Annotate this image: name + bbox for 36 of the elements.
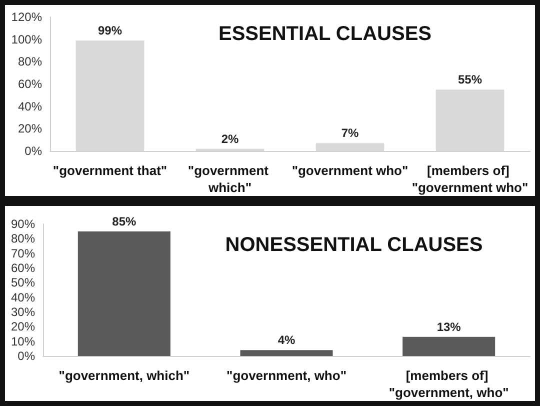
y-tick-label: 60% [18, 77, 42, 91]
y-tick-label: 80% [10, 232, 36, 246]
data-label: 99% [98, 23, 122, 38]
data-label: 2% [221, 132, 239, 146]
bar [402, 336, 496, 356]
bar [240, 350, 333, 356]
x-tick-label: [members of] "government, who" [388, 368, 509, 400]
y-tick-label: 10% [10, 334, 36, 348]
y-tick-label: 40% [18, 99, 42, 114]
x-tick-label: "government which" [188, 163, 272, 195]
x-tick-label: "government, who" [226, 368, 346, 383]
x-tick-label: "government that" [52, 163, 168, 178]
text: NONESSENTIAL CLAUSES [225, 234, 483, 256]
y-tick-label: 50% [10, 276, 36, 290]
chart-title: ESSENTIAL CLAUSES [218, 23, 432, 45]
data-label: 85% [112, 214, 136, 228]
x-tick-label: "government who" [292, 163, 408, 178]
y-tick-label: 120% [11, 10, 42, 24]
y-tick-label: 80% [18, 54, 42, 69]
y-tick-label: 20% [10, 320, 36, 334]
data-label: 55% [458, 72, 482, 87]
y-tick-label: 0% [18, 349, 36, 363]
y-tick-label: 90% [10, 217, 36, 231]
bar [78, 231, 170, 356]
y-tick-label: 70% [10, 246, 36, 260]
y-tick-label: 30% [10, 305, 36, 319]
x-tick-label: "government, which" [58, 368, 190, 383]
data-label: 13% [436, 320, 462, 334]
y-tick-label: 60% [10, 261, 36, 275]
x-tick-label: [members of] "government who" [412, 163, 528, 195]
y-tick-label: 100% [11, 32, 42, 46]
y-tick-label: 0% [24, 144, 42, 158]
data-label: 7% [341, 126, 359, 140]
data-label: 4% [278, 333, 296, 348]
y-tick-label: 20% [18, 122, 42, 136]
y-tick-label: 40% [10, 290, 36, 304]
